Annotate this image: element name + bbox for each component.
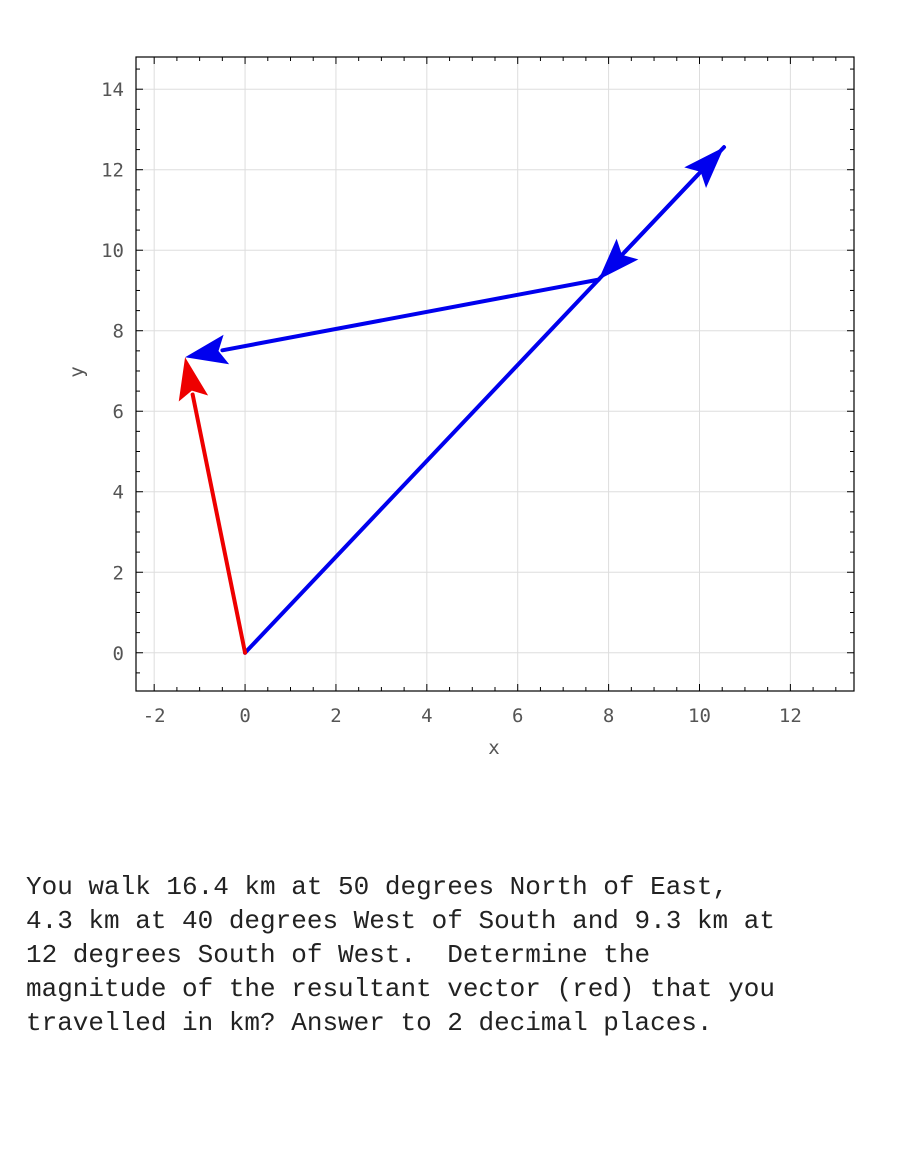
x-tick-label: 4 [421,705,432,727]
y-tick-label: 8 [113,321,124,343]
displacement-vector-arrowhead [185,334,230,365]
displacement-vector-arrowhead [598,238,639,280]
displacement-vector-shaft [622,145,727,255]
x-tick-label: 2 [330,705,341,727]
vectors [178,145,727,655]
resultant-vector-arrowhead [178,357,209,402]
displacement-vector-shaft [243,172,700,655]
y-tick-label: 14 [101,79,124,101]
x-tick-label: -2 [143,705,166,727]
resultant-vector-shaft [190,392,248,655]
y-tick-label: 12 [101,160,124,182]
minor-ticks [136,57,854,691]
y-tick-label: 6 [113,401,124,423]
x-axis-label: x [488,737,499,759]
y-tick-label: 0 [113,643,124,665]
y-tick-label: 2 [113,562,124,584]
displacement-vector-shaft [220,277,601,353]
grid [136,57,854,691]
x-tick-label: 10 [688,705,711,727]
question-text: You walk 16.4 km at 50 degrees North of … [26,872,775,1038]
x-tick-label: 0 [239,705,250,727]
vector-chart: -2 0 2 4 6 8 10 12 0 2 4 6 8 10 12 14 x y [66,56,855,759]
x-tick-label: 6 [512,705,523,727]
tick-labels: -2 0 2 4 6 8 10 12 0 2 4 6 8 10 12 14 [101,79,802,727]
plot-frame [135,56,855,692]
y-tick-label: 4 [113,482,124,504]
x-tick-label: 12 [779,705,802,727]
y-tick-label: 10 [101,240,124,262]
x-tick-label: 8 [603,705,614,727]
y-axis-label: y [66,366,88,377]
